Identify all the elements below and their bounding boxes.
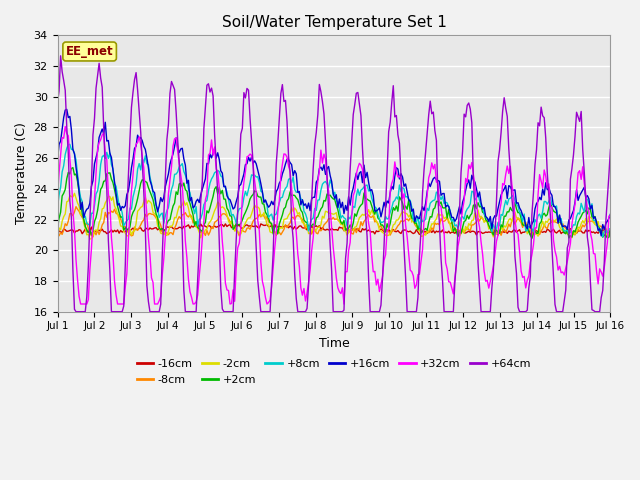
- +8cm: [220, 183, 228, 189]
- +2cm: [54, 225, 61, 231]
- -2cm: [86, 236, 93, 242]
- +32cm: [250, 162, 257, 168]
- -8cm: [89, 234, 97, 240]
- -2cm: [125, 233, 132, 239]
- -2cm: [607, 231, 614, 237]
- +32cm: [125, 238, 132, 243]
- Line: +32cm: +32cm: [58, 127, 611, 304]
- -16cm: [297, 223, 305, 229]
- Line: +16cm: +16cm: [58, 109, 611, 236]
- +8cm: [123, 218, 131, 224]
- -8cm: [54, 233, 61, 239]
- +32cm: [579, 164, 586, 169]
- +2cm: [297, 207, 305, 213]
- +64cm: [579, 146, 586, 152]
- -2cm: [299, 220, 307, 226]
- -16cm: [579, 230, 586, 236]
- +2cm: [528, 236, 536, 241]
- -2cm: [240, 223, 248, 229]
- -16cm: [246, 223, 254, 229]
- -16cm: [607, 228, 614, 233]
- +32cm: [54, 193, 61, 199]
- Text: EE_met: EE_met: [66, 45, 113, 58]
- +64cm: [54, 100, 61, 106]
- +16cm: [607, 211, 614, 217]
- +2cm: [607, 227, 614, 232]
- +2cm: [579, 210, 586, 216]
- -16cm: [218, 222, 226, 228]
- +32cm: [299, 292, 307, 298]
- +2cm: [69, 165, 77, 170]
- +8cm: [66, 142, 74, 147]
- -8cm: [579, 222, 586, 228]
- X-axis label: Time: Time: [319, 337, 349, 350]
- -16cm: [122, 229, 129, 235]
- -8cm: [299, 216, 307, 222]
- +64cm: [125, 173, 132, 179]
- +8cm: [54, 204, 61, 210]
- +8cm: [577, 201, 585, 206]
- Title: Soil/Water Temperature Set 1: Soil/Water Temperature Set 1: [221, 15, 447, 30]
- -8cm: [250, 218, 257, 224]
- +8cm: [248, 172, 255, 178]
- +32cm: [221, 280, 229, 286]
- +16cm: [63, 107, 70, 112]
- +64cm: [250, 161, 257, 167]
- +64cm: [221, 309, 229, 314]
- -2cm: [70, 191, 78, 196]
- -8cm: [607, 228, 614, 234]
- +16cm: [248, 154, 255, 160]
- -2cm: [250, 206, 257, 212]
- +2cm: [123, 227, 131, 233]
- +16cm: [597, 233, 605, 239]
- -16cm: [237, 225, 244, 230]
- +32cm: [607, 213, 614, 219]
- Line: +64cm: +64cm: [58, 56, 611, 312]
- +32cm: [240, 179, 248, 185]
- -16cm: [257, 221, 265, 227]
- Line: -2cm: -2cm: [58, 193, 611, 239]
- -8cm: [221, 211, 229, 217]
- +64cm: [240, 90, 248, 96]
- +8cm: [239, 204, 246, 210]
- -2cm: [579, 218, 586, 224]
- Y-axis label: Temperature (C): Temperature (C): [15, 122, 28, 225]
- Line: -8cm: -8cm: [58, 207, 611, 237]
- +2cm: [239, 217, 246, 223]
- +16cm: [123, 192, 131, 197]
- +64cm: [57, 53, 65, 59]
- +16cm: [220, 184, 228, 190]
- +8cm: [607, 226, 614, 232]
- +16cm: [239, 177, 246, 182]
- -2cm: [221, 207, 229, 213]
- -8cm: [125, 229, 132, 235]
- +32cm: [61, 124, 69, 130]
- -8cm: [72, 204, 80, 210]
- -16cm: [54, 229, 61, 235]
- -8cm: [240, 228, 248, 234]
- -2cm: [54, 235, 61, 241]
- +16cm: [577, 190, 585, 196]
- +64cm: [607, 147, 614, 153]
- Legend: -16cm, -8cm, -2cm, +2cm, +8cm, +16cm, +32cm, +64cm: -16cm, -8cm, -2cm, +2cm, +8cm, +16cm, +3…: [132, 355, 536, 389]
- -16cm: [494, 232, 502, 238]
- +64cm: [299, 309, 307, 314]
- +32cm: [77, 301, 84, 307]
- Line: +8cm: +8cm: [58, 144, 611, 237]
- +2cm: [248, 193, 255, 199]
- Line: -16cm: -16cm: [58, 224, 611, 235]
- +16cm: [54, 156, 61, 162]
- +8cm: [297, 196, 305, 202]
- +2cm: [220, 196, 228, 202]
- Line: +2cm: +2cm: [58, 168, 611, 239]
- +8cm: [599, 234, 607, 240]
- +64cm: [72, 309, 80, 314]
- +16cm: [297, 202, 305, 208]
